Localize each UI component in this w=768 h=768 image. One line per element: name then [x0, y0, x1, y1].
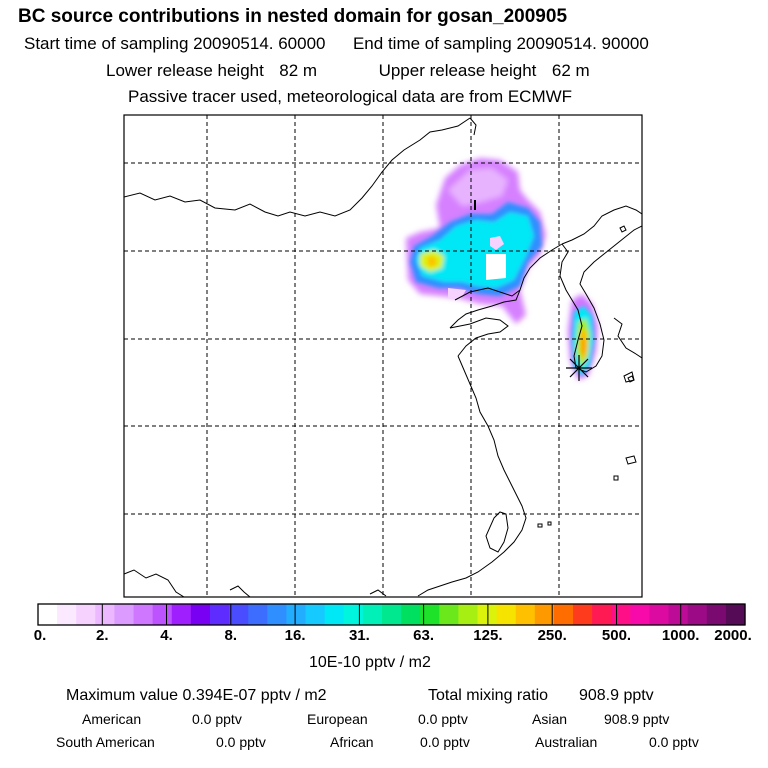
colorbar-cell — [725, 604, 746, 625]
colorbar-cell — [534, 604, 555, 625]
plume-gap — [486, 254, 506, 280]
colorbar-cell — [553, 604, 574, 625]
colorbar-cell — [381, 604, 402, 625]
region-american-label: American — [82, 711, 142, 727]
region-asian-label: Asian — [532, 711, 568, 727]
total-mixing-ratio: Total mixing ratio 908.9 pptv — [428, 687, 654, 705]
colorbar-tick-label: 8. — [224, 627, 238, 644]
start-time-label: Start time of sampling — [24, 34, 189, 53]
colorbar-cell — [343, 604, 364, 625]
receptor-marker — [566, 355, 592, 381]
colorbar-cell — [229, 604, 249, 625]
region-australian-label: Australian — [535, 734, 598, 750]
colorbar-cell — [401, 604, 421, 625]
total-value: 908.9 pptv — [578, 687, 654, 704]
colorbar-cell — [573, 604, 593, 625]
colorbar-cell — [38, 604, 58, 625]
colorbar-cell — [305, 604, 326, 625]
colorbar-tick-label: 125. — [473, 627, 503, 644]
colorbar-cell — [76, 604, 96, 625]
colorbar-units: 10E-10 pptv / m2 — [309, 654, 431, 671]
colorbar-cell — [57, 604, 77, 625]
colorbar-cell — [439, 604, 459, 625]
colorbar-tick-label: 4. — [160, 627, 173, 644]
colorbar-cell — [592, 604, 612, 625]
colorbar-cell — [152, 604, 173, 625]
colorbar-cell — [286, 604, 307, 625]
colorbar-cell — [611, 604, 631, 625]
upper-height-value: 62 m — [551, 61, 590, 80]
colorbar-cell — [362, 604, 383, 625]
colorbar-cell — [324, 604, 345, 625]
colorbar-cell — [190, 604, 211, 625]
lower-height-value: 82 m — [279, 61, 318, 80]
region-african-label: African — [330, 734, 374, 750]
colorbar-cell — [133, 604, 154, 625]
region-african-value: 0.0 pptv — [420, 734, 470, 750]
max-value-number: 0.394E-07 pptv / m2 — [182, 687, 327, 704]
release-heights: Lower release height 82 m Upper release … — [106, 61, 590, 81]
lower-height-label: Lower release height — [106, 61, 264, 80]
colorbar-tick-label: 500. — [601, 627, 632, 644]
end-time-label: End time of sampling — [352, 34, 512, 53]
tracer-note: Passive tracer used, meteorological data… — [128, 87, 573, 106]
colorbar-tick-label: 2000. — [714, 627, 752, 644]
region-american-value: 0.0 pptv — [192, 711, 242, 727]
colorbar-cell — [95, 604, 116, 625]
lat-lon-grid — [124, 115, 642, 597]
colorbar-cell — [687, 604, 708, 625]
colorbar-tick-label: 16. — [284, 627, 306, 644]
colorbar-tick-label: 63. — [413, 627, 435, 644]
total-label: Total mixing ratio — [428, 687, 549, 704]
colorbar-cell — [420, 604, 440, 625]
colorbar-cell — [668, 604, 689, 625]
colorbar-tick-label: 1000. — [661, 627, 700, 644]
colorbar-cell — [209, 604, 230, 625]
region-south-american-label: South American — [56, 734, 155, 750]
colorbar-tick-label: 2. — [96, 627, 109, 644]
region-european-label: European — [307, 711, 368, 727]
colorbar-cell — [630, 604, 651, 625]
colorbar-cell — [248, 604, 268, 625]
region-south-american-value: 0.0 pptv — [216, 734, 266, 750]
colorbar-cell — [171, 604, 192, 625]
region-asian-value: 908.9 pptv — [604, 711, 670, 727]
colorbar-cell — [515, 604, 536, 625]
region-australian-value: 0.0 pptv — [649, 734, 699, 750]
colorbar-cell — [477, 604, 498, 625]
max-value: Maximum value 0.394E-07 pptv / m2 — [66, 687, 327, 705]
colorbar-cell — [496, 604, 517, 625]
start-time-value: 20090514. 60000 — [193, 34, 326, 53]
coastlines-borders — [124, 117, 642, 597]
colorbar-cell — [267, 604, 288, 625]
upper-height-label: Upper release height — [378, 61, 537, 80]
colorbar-cell — [706, 604, 727, 625]
region-european-value: 0.0 pptv — [418, 711, 468, 727]
max-value-label: Maximum value — [66, 687, 179, 704]
colorbar-cell — [649, 604, 670, 625]
colorbar-tick-label: 0. — [33, 627, 47, 644]
end-time-value: 20090514. 90000 — [516, 34, 649, 53]
map-title: BC source contributions in nested domain… — [18, 6, 568, 27]
colorbar-tick-label: 250. — [537, 627, 567, 644]
colorbar-cell — [458, 604, 479, 625]
colorbar-tick-label: 31. — [348, 627, 370, 644]
map-frame — [123, 114, 643, 598]
sampling-times: Start time of sampling 20090514. 60000 E… — [24, 34, 649, 54]
colorbar-cell — [114, 604, 135, 625]
